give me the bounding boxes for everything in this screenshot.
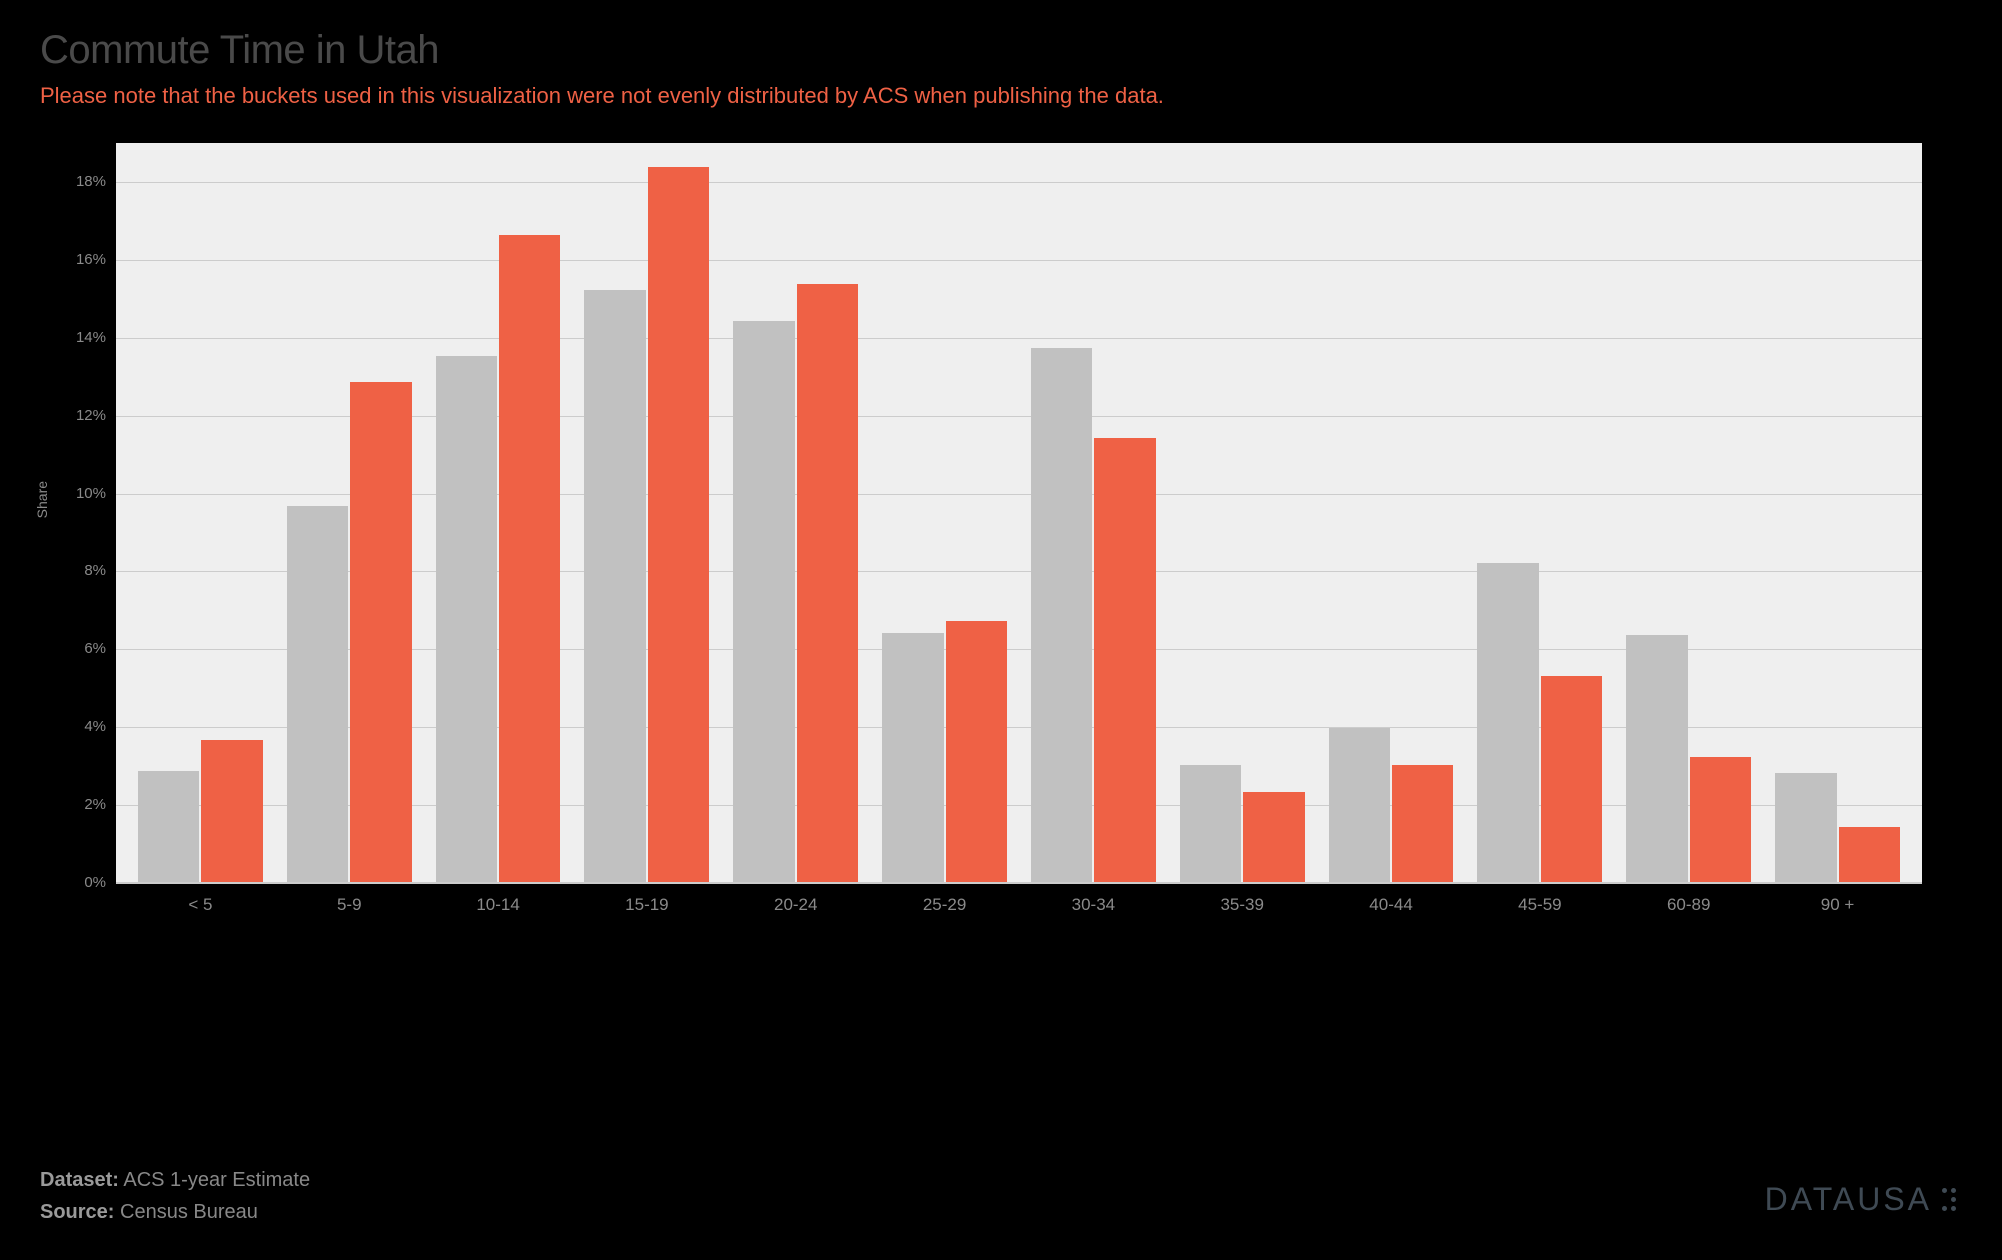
bar	[797, 284, 858, 882]
bar-group	[1614, 143, 1763, 882]
logo-text-b: USA	[1857, 1181, 1932, 1217]
dataset-value: ACS 1-year Estimate	[123, 1169, 310, 1191]
x-tick: 35-39	[1168, 895, 1317, 915]
bar	[1031, 348, 1092, 882]
bar-group	[1019, 143, 1168, 882]
y-axis-ticks: 18%16%14%12%10%8%6%4%2%0%	[64, 143, 116, 883]
bar	[350, 382, 411, 882]
dataset-label: Dataset:	[40, 1169, 119, 1191]
bar-group	[1763, 143, 1912, 882]
logo-dots-icon	[1942, 1188, 1956, 1211]
gridline	[116, 883, 1922, 884]
x-tick: 60-89	[1614, 895, 1763, 915]
bar	[946, 621, 1007, 882]
bar	[1775, 773, 1836, 882]
bars-layer	[116, 143, 1922, 882]
bar-group	[126, 143, 275, 882]
chart-subtitle: Please note that the buckets used in thi…	[40, 83, 1962, 109]
x-tick: 20-24	[721, 895, 870, 915]
bar-group	[1317, 143, 1466, 882]
x-tick: 5-9	[275, 895, 424, 915]
bar-group	[1168, 143, 1317, 882]
bar	[648, 167, 709, 882]
bar	[1541, 676, 1602, 882]
chart-footer: Dataset: ACS 1-year Estimate Source: Cen…	[40, 1164, 310, 1228]
source-value: Census Bureau	[120, 1201, 258, 1223]
y-axis-label: Share	[34, 481, 50, 518]
plot-area	[116, 143, 1922, 883]
bar-group	[424, 143, 573, 882]
datausa-logo: DATAUSA	[1765, 1181, 1956, 1218]
x-tick: 40-44	[1317, 895, 1466, 915]
x-tick: 90 +	[1763, 895, 1912, 915]
bar	[436, 356, 497, 882]
bar	[1094, 438, 1155, 882]
bar	[882, 633, 943, 882]
bar	[1477, 563, 1538, 882]
bar	[1329, 728, 1390, 882]
x-tick: < 5	[126, 895, 275, 915]
chart-container: Share 18%16%14%12%10%8%6%4%2%0% < 55-910…	[64, 143, 1922, 915]
bar	[584, 290, 645, 882]
source-label: Source:	[40, 1201, 114, 1223]
bar-group	[275, 143, 424, 882]
x-tick: 45-59	[1465, 895, 1614, 915]
x-tick: 30-34	[1019, 895, 1168, 915]
x-axis-ticks: < 55-910-1415-1920-2425-2930-3435-3940-4…	[116, 895, 1922, 915]
bar-group	[572, 143, 721, 882]
bar	[287, 506, 348, 882]
logo-text-a: DATA	[1765, 1181, 1858, 1217]
bar	[1180, 765, 1241, 882]
bar	[201, 740, 262, 882]
x-tick: 15-19	[572, 895, 721, 915]
x-tick: 25-29	[870, 895, 1019, 915]
bar-group	[870, 143, 1019, 882]
bar-group	[1465, 143, 1614, 882]
bar	[1690, 757, 1751, 882]
bar	[1392, 765, 1453, 882]
bar	[1626, 635, 1687, 882]
bar-group	[721, 143, 870, 882]
x-tick: 10-14	[424, 895, 573, 915]
bar	[499, 235, 560, 882]
bar	[733, 321, 794, 882]
bar	[1839, 827, 1900, 882]
chart-title: Commute Time in Utah	[40, 28, 1962, 73]
bar	[138, 771, 199, 882]
bar	[1243, 792, 1304, 882]
